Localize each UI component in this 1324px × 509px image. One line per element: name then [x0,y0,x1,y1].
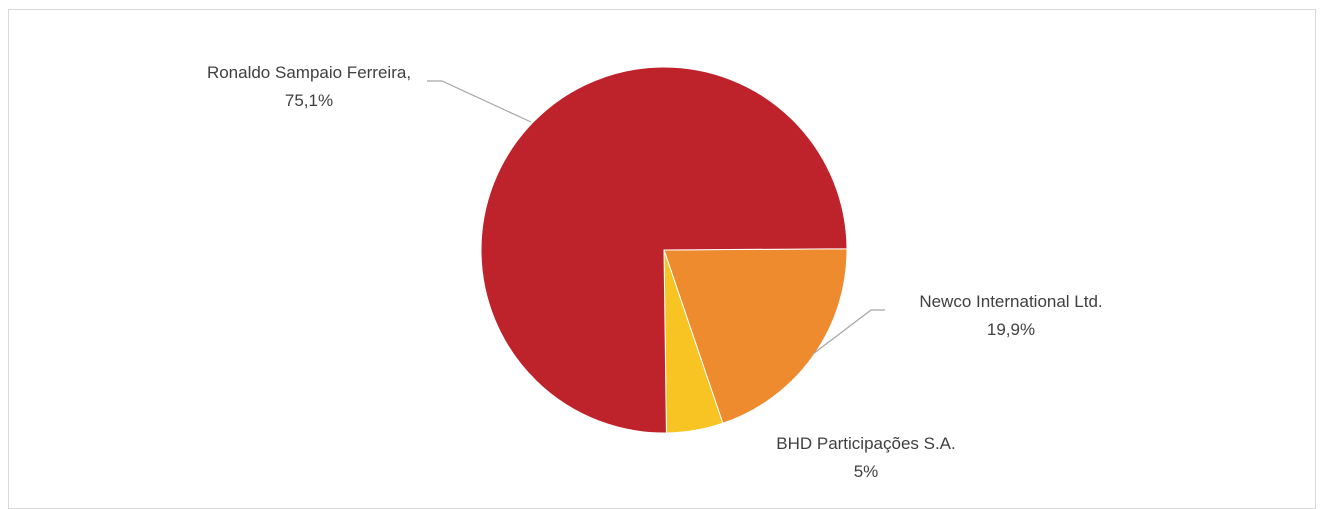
pie-chart: Ronaldo Sampaio Ferreira, 75,1% Newco In… [207,63,1103,481]
pie-slice-ronaldo [480,66,848,434]
leader-line-newco [812,309,885,355]
label-newco-name: Newco International Ltd. [919,292,1102,311]
leader-line-ronaldo [427,80,532,123]
pie-slices [480,66,848,434]
pie-slice-newco [663,248,848,424]
label-ronaldo-value: 75,1% [285,91,333,110]
label-ronaldo-name: Ronaldo Sampaio Ferreira, [207,63,411,82]
leader-lines [427,80,885,355]
label-bhd-name: BHD Participações S.A. [776,434,956,453]
label-bhd-value: 5% [854,462,879,481]
label-newco-value: 19,9% [987,320,1035,339]
